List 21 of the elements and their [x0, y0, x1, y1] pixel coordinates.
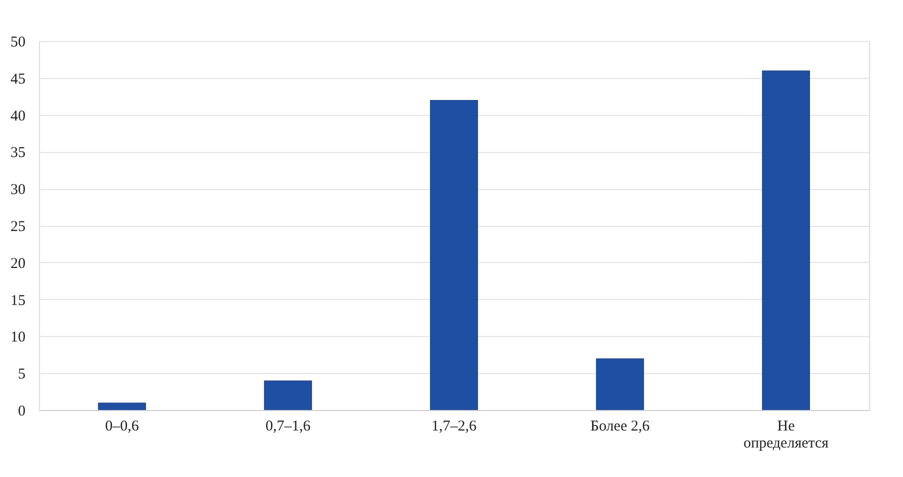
- y-tick-label: 20: [10, 256, 26, 272]
- y-tick-label: 40: [10, 108, 26, 124]
- x-tick-label: 0,7–1,6: [266, 418, 311, 434]
- y-tick-label: 15: [10, 292, 26, 309]
- bar: [98, 402, 146, 410]
- y-tick-label: 5: [18, 366, 26, 383]
- x-tick-label: 1,7–2,6: [432, 418, 477, 434]
- x-tick-label: Не определяется: [743, 418, 829, 452]
- bar: [430, 100, 478, 410]
- y-tick-label: 0: [18, 404, 26, 420]
- y-tick-label: 25: [10, 219, 26, 235]
- x-tick-label: 0–0,6: [105, 418, 140, 434]
- y-tick-label: 10: [10, 330, 26, 346]
- y-tick-label: 30: [10, 182, 26, 198]
- x-tick-label: Более 2,6: [590, 418, 650, 434]
- y-tick-label: 35: [10, 145, 26, 162]
- bar: [264, 380, 312, 410]
- bar: [762, 70, 810, 410]
- y-tick-label: 45: [10, 71, 26, 88]
- y-tick-label: 50: [10, 34, 26, 50]
- bar: [596, 358, 644, 410]
